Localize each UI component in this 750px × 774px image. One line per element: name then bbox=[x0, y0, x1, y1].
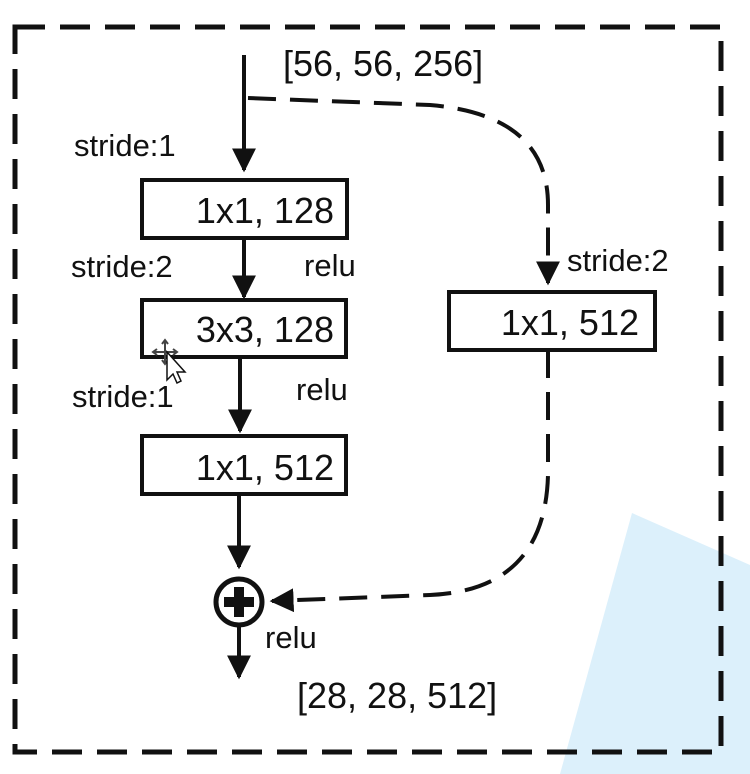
conv2-op-label: 3x3, 128 bbox=[196, 309, 334, 350]
conv3-op-label: 1x1, 512 bbox=[196, 447, 334, 488]
add-circle-icon bbox=[213, 576, 265, 628]
shortcut-path-in bbox=[247, 96, 560, 286]
conv1-activation-label: relu bbox=[304, 248, 356, 283]
conv2-box bbox=[140, 298, 348, 359]
shortcut-op-label: 1x1, 512 bbox=[501, 302, 639, 343]
input-shape-label: [56, 56, 256] bbox=[283, 43, 483, 84]
shortcut-box bbox=[447, 290, 657, 352]
conv1-stride-label: stride:1 bbox=[74, 128, 176, 163]
block-frame bbox=[12, 24, 724, 755]
conv1-op-label: 1x1, 128 bbox=[196, 190, 334, 231]
conv1-box bbox=[140, 178, 349, 240]
conv3-stride-label: stride:1 bbox=[72, 379, 174, 414]
conv2-stride-label: stride:2 bbox=[71, 249, 173, 284]
decorative-overlay bbox=[560, 513, 750, 774]
shortcut-stride-label: stride:2 bbox=[567, 243, 669, 278]
output-shape-label: [28, 28, 512] bbox=[297, 675, 497, 716]
move-cursor-icon bbox=[151, 338, 187, 385]
merge-activation-label: relu bbox=[265, 620, 317, 655]
shortcut-path-out bbox=[269, 350, 550, 613]
conv3-box bbox=[140, 434, 348, 496]
conv2-activation-label: relu bbox=[296, 372, 348, 407]
